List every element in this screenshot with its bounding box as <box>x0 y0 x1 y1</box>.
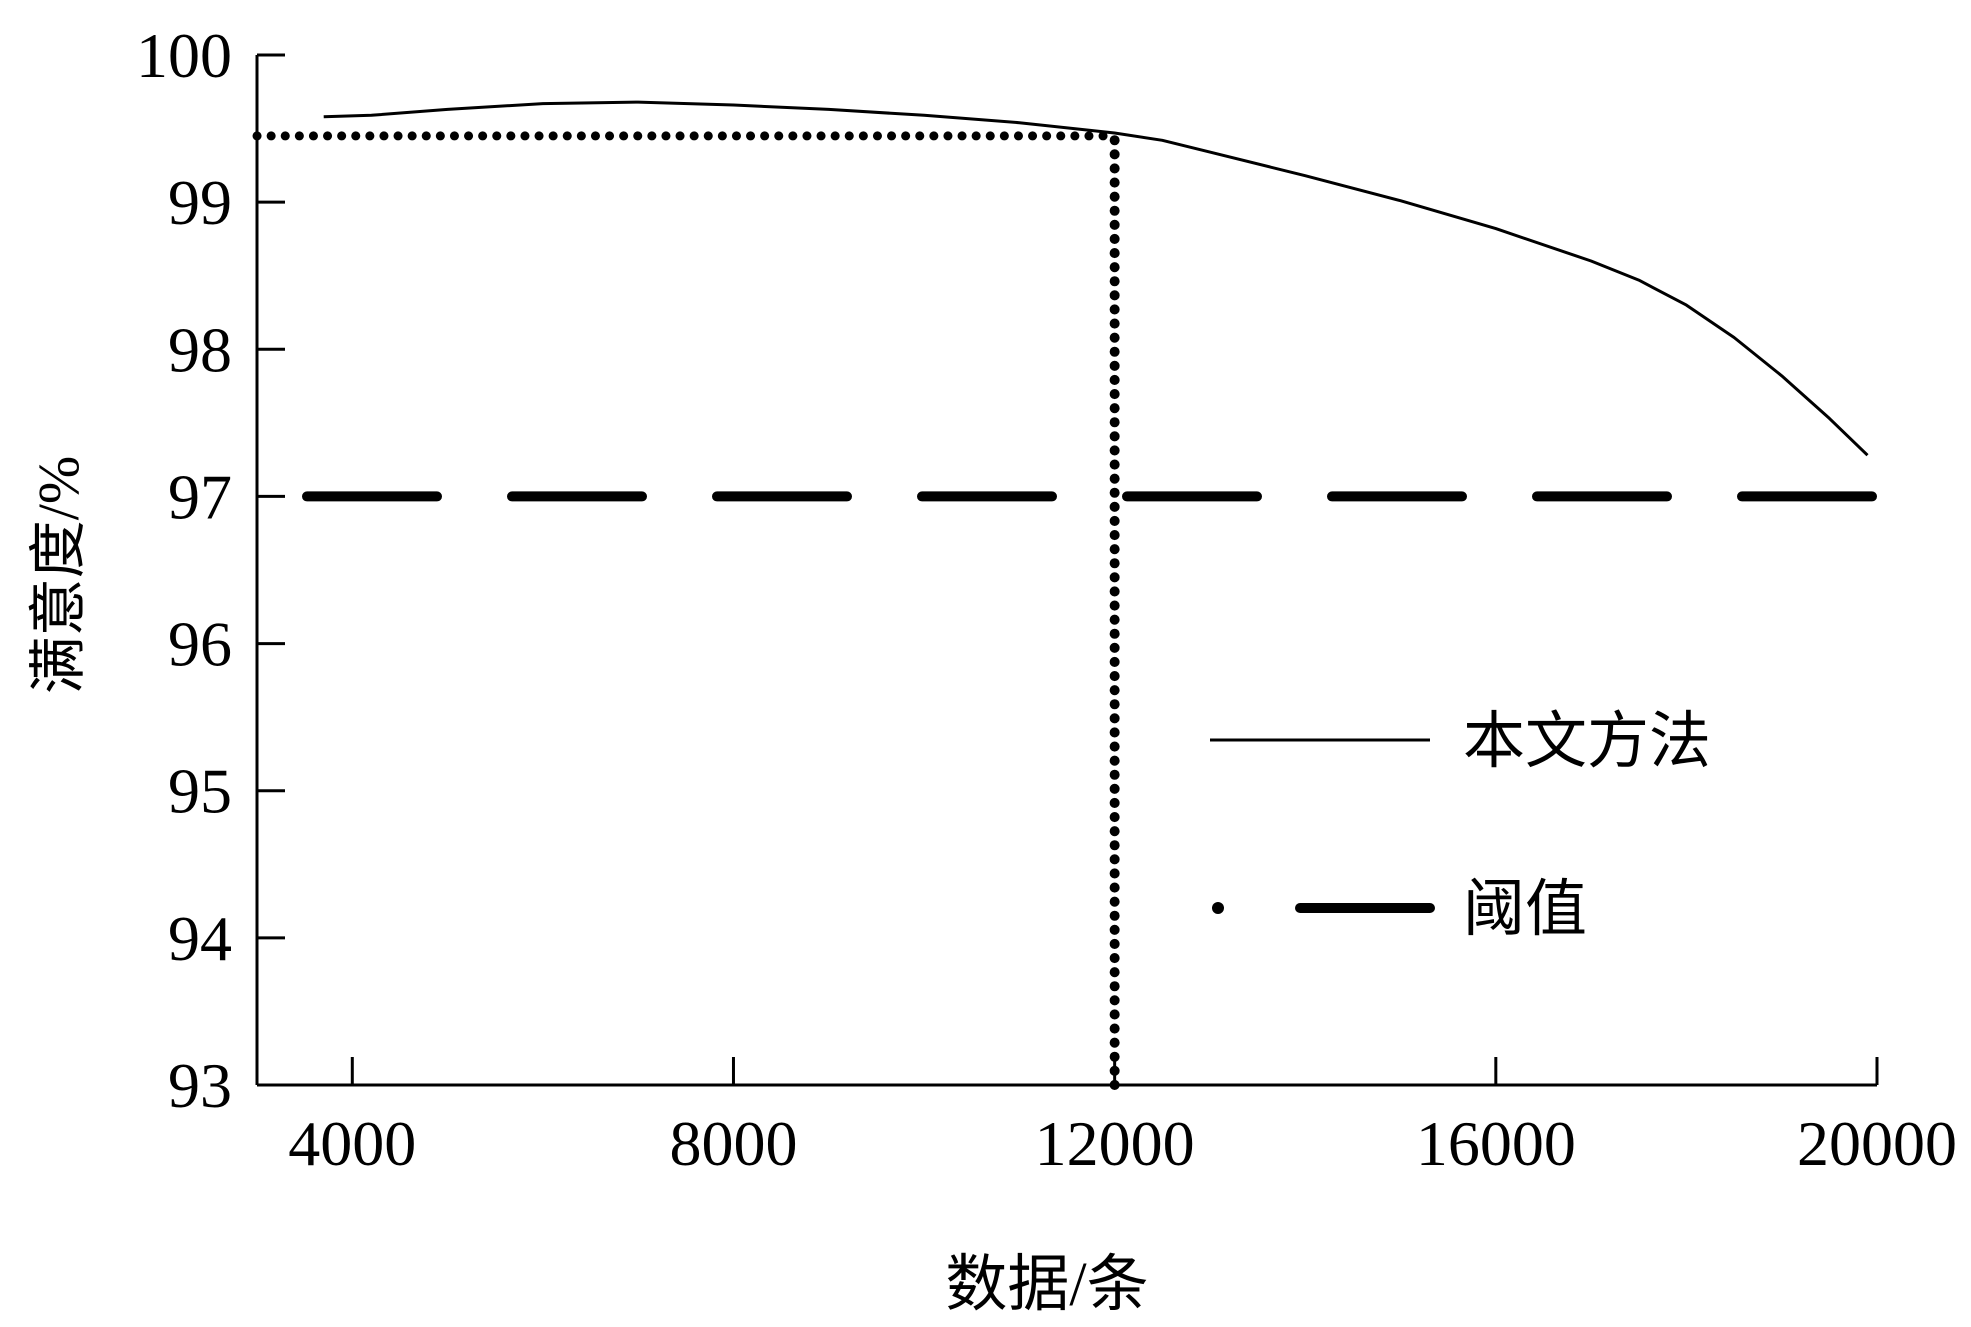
series-line-method <box>323 100 1869 457</box>
legend-label-threshold: 阈值 <box>1463 876 1587 944</box>
x-tick-label: 8000 <box>669 1108 797 1179</box>
y-axis-label: 满意度/% <box>26 456 91 694</box>
y-tick-label: 93 <box>168 1050 232 1121</box>
y-tick-label: 94 <box>168 903 232 974</box>
x-tick-label: 16000 <box>1416 1108 1576 1179</box>
x-tick-label: 12000 <box>1035 1108 1195 1179</box>
legend-swatch-threshold-dot <box>1212 902 1224 914</box>
y-tick-label: 98 <box>168 314 232 385</box>
x-axis-label: 数据/条 <box>945 1251 1148 1319</box>
x-tick-label: 20000 <box>1797 1108 1957 1179</box>
y-tick-label: 95 <box>168 756 232 827</box>
legend-label-method: 本文方法 <box>1463 708 1711 776</box>
annotations <box>252 130 1120 1090</box>
x-tick-label: 4000 <box>288 1108 416 1179</box>
ticks: 93 94 95 96 97 98 99 100 4000 8000 12000 16000 20000 <box>136 20 1957 1179</box>
y-tick-label: 99 <box>168 167 232 238</box>
y-tick-label: 96 <box>168 609 232 680</box>
y-tick-label: 97 <box>168 461 232 532</box>
series <box>302 100 1877 502</box>
y-tick-label: 100 <box>136 20 232 91</box>
axes <box>255 55 1877 1087</box>
